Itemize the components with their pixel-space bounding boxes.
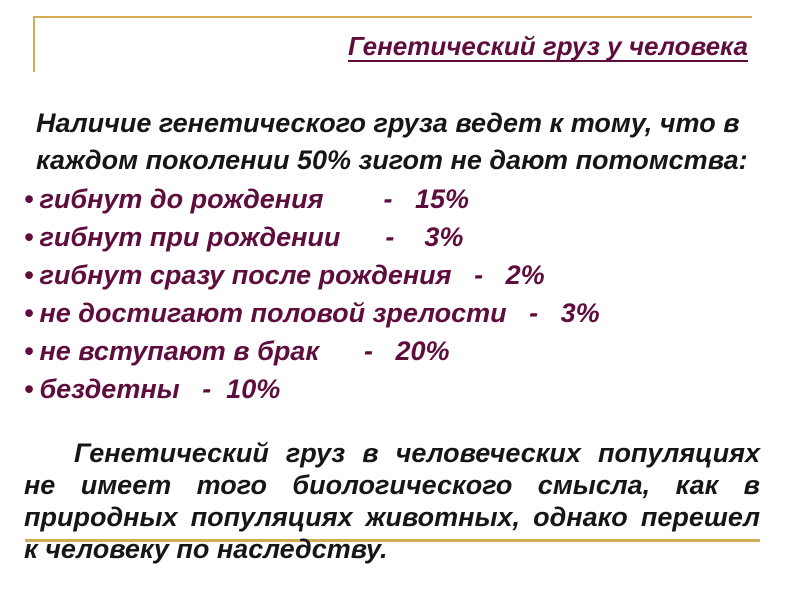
list-item: • не достигают половой зрелости - 3% [24, 294, 764, 332]
closing-paragraph: Генетический груз в человеческих популяц… [24, 437, 760, 565]
bullet-text: гибнут до рождения - 15% [39, 184, 470, 214]
list-item: • бездетны - 10% [24, 370, 764, 408]
list-item: • гибнут сразу после рождения - 2% [24, 256, 764, 294]
list-item: • гибнут при рождении - 3% [24, 218, 764, 256]
closing-line-4: к человеку по наследству. [24, 534, 388, 564]
bullet-text: бездетны - 10% [39, 374, 281, 404]
bullet-list: • гибнут до рождения - 15% • гибнут при ро… [24, 180, 764, 408]
list-item: • гибнут до рождения - 15% [24, 180, 764, 218]
list-item: • не вступают в брак - 20% [24, 332, 764, 370]
slide-title: Генетический груз у человека [347, 31, 748, 61]
bullet-text: не вступают в брак - 20% [39, 336, 450, 366]
bullet-text: не достигают половой зрелости - 3% [39, 298, 600, 328]
bullet-text: гибнут сразу после рождения - 2% [39, 260, 545, 290]
intro-paragraph: Наличие генетического груза ведет к тому… [24, 105, 764, 179]
bullet-marker: • [24, 222, 34, 252]
bullet-marker: • [24, 298, 34, 328]
bullet-marker: • [24, 184, 34, 214]
bullet-marker: • [24, 260, 34, 290]
closing-line-1: Генетический груз в человеческих популяц… [74, 438, 760, 468]
bullet-text: гибнут при рождении - 3% [39, 222, 464, 252]
bottom-border-line [25, 539, 760, 542]
closing-line-2: не имеет того биологического смысла, как… [24, 470, 760, 500]
intro-line-1: Наличие генетического груза ведет к тому… [36, 108, 740, 138]
top-border-line [33, 16, 752, 18]
bullet-marker: • [24, 336, 34, 366]
bullet-marker: • [24, 374, 34, 404]
intro-line-2: каждом поколении 50% зигот не дают потом… [36, 145, 748, 175]
closing-line-3: природных популяциях животных, однако пе… [24, 502, 760, 532]
left-border-line [33, 16, 35, 72]
